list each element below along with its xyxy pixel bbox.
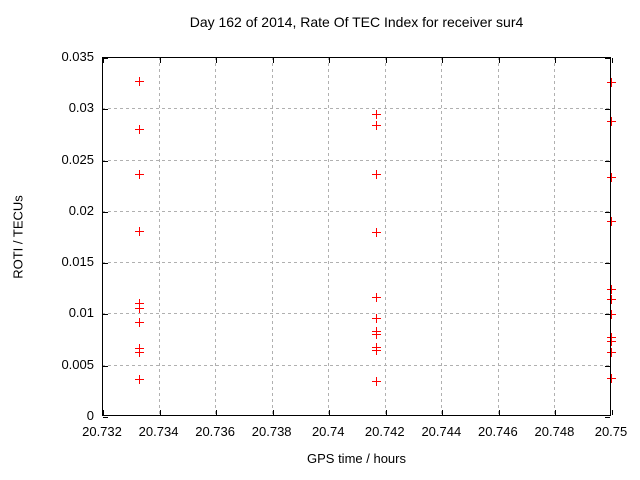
y-tick-left <box>103 417 108 418</box>
data-point-marker <box>372 228 382 238</box>
data-point-marker <box>607 310 616 320</box>
y-tick-label: 0.035 <box>61 49 94 64</box>
y-tick-label: 0.025 <box>61 151 94 167</box>
h-gridline <box>102 313 611 315</box>
v-gridline <box>554 57 556 416</box>
data-point-marker <box>134 169 144 179</box>
data-point-marker <box>134 227 144 237</box>
v-gridline <box>384 57 386 416</box>
chart-title: Day 162 of 2014, Rate Of TEC Index for r… <box>189 14 524 30</box>
data-point-marker <box>607 374 616 384</box>
x-tick-label: 20.736 <box>195 424 235 439</box>
h-gridline <box>102 262 611 264</box>
v-gridline <box>328 57 330 416</box>
data-point-marker <box>134 299 144 309</box>
v-gridline <box>271 57 273 416</box>
data-point-marker <box>607 295 616 305</box>
x-tick-label: 20.732 <box>82 424 122 439</box>
data-point-marker <box>372 377 382 387</box>
v-gridline <box>215 57 217 416</box>
data-point-marker <box>607 77 616 87</box>
x-tick-label: 20.748 <box>534 424 575 439</box>
x-tick-top <box>612 58 613 63</box>
data-point-marker <box>134 348 144 358</box>
data-point-marker <box>372 169 382 179</box>
y-tick-label: 0.015 <box>61 254 94 270</box>
v-gridline <box>441 57 443 416</box>
h-gridline <box>102 364 611 366</box>
x-tick-label: 20.75 <box>594 424 628 439</box>
x-axis-label: GPS time / hours <box>307 451 406 466</box>
data-point-marker <box>372 346 382 356</box>
y-tick-label: 0.01 <box>68 305 94 321</box>
h-gridline <box>102 159 611 161</box>
h-gridline <box>102 108 611 110</box>
data-point-marker <box>372 293 382 303</box>
data-point-marker <box>134 76 144 86</box>
y-tick-label: 0.02 <box>68 202 94 218</box>
data-point-marker <box>372 120 382 130</box>
data-point-marker <box>134 124 144 134</box>
h-gridline <box>102 210 611 212</box>
data-point-marker <box>372 329 382 339</box>
data-point-marker <box>134 375 144 385</box>
y-tick-label: 0.03 <box>68 100 94 116</box>
grid-layer <box>102 57 611 416</box>
data-point-marker <box>607 116 616 126</box>
v-gridline <box>497 57 499 416</box>
x-tick-label: 20.74 <box>311 424 345 439</box>
x-tick-label: 20.744 <box>421 424 462 439</box>
x-tick-label: 20.734 <box>138 424 179 439</box>
x-tick-label: 20.738 <box>251 424 292 439</box>
data-point-marker <box>134 317 144 327</box>
data-point-marker <box>607 337 616 347</box>
x-tick-label: 20.746 <box>477 424 518 439</box>
v-gridline <box>158 57 160 416</box>
data-point-marker <box>607 173 616 182</box>
data-point-marker <box>607 348 616 358</box>
data-point-marker <box>372 110 382 120</box>
plot-area <box>102 57 616 418</box>
x-tick-bottom <box>612 410 613 415</box>
y-tick-label: 0 <box>86 408 94 423</box>
data-point-marker <box>607 284 616 294</box>
data-point-marker <box>372 313 382 323</box>
x-tick-label: 20.742 <box>364 424 405 439</box>
y-tick-label: 0.005 <box>61 356 94 372</box>
data-point-marker <box>607 217 616 227</box>
data-points-layer <box>102 57 616 416</box>
y-tick-right <box>605 417 610 418</box>
data-point-marker <box>134 304 144 314</box>
